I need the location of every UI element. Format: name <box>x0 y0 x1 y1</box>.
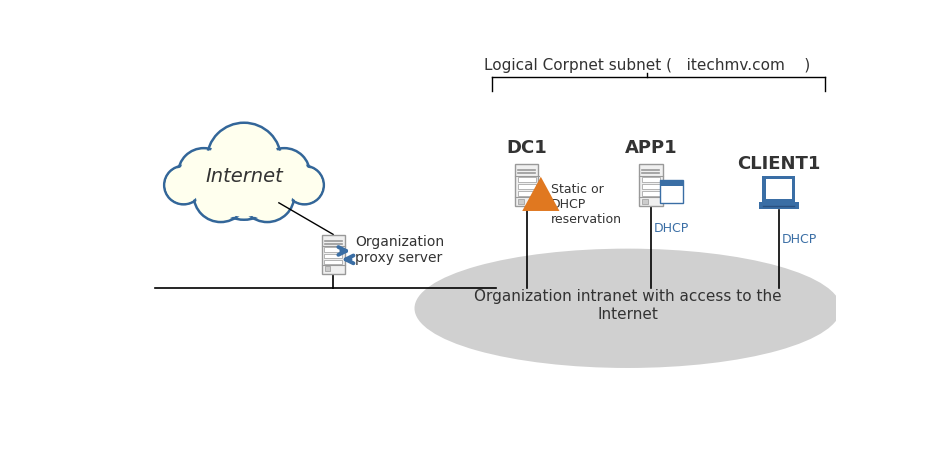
Circle shape <box>239 169 294 223</box>
Circle shape <box>178 149 229 200</box>
FancyBboxPatch shape <box>517 185 535 190</box>
Circle shape <box>261 151 307 197</box>
FancyBboxPatch shape <box>517 178 535 183</box>
FancyBboxPatch shape <box>641 192 660 197</box>
Circle shape <box>209 151 278 220</box>
Text: APP1: APP1 <box>624 139 677 157</box>
Text: CLIENT1: CLIENT1 <box>736 155 819 173</box>
Text: Static or
DHCP
reservation: Static or DHCP reservation <box>550 183 621 225</box>
Polygon shape <box>522 177 559 212</box>
FancyBboxPatch shape <box>641 178 660 183</box>
FancyBboxPatch shape <box>641 185 660 190</box>
FancyBboxPatch shape <box>641 199 647 205</box>
FancyBboxPatch shape <box>758 202 798 210</box>
Circle shape <box>242 171 292 220</box>
FancyBboxPatch shape <box>517 192 535 197</box>
Ellipse shape <box>414 249 840 368</box>
FancyBboxPatch shape <box>765 180 791 199</box>
Circle shape <box>212 154 276 218</box>
FancyBboxPatch shape <box>515 165 538 207</box>
Circle shape <box>196 171 245 220</box>
Circle shape <box>164 167 202 205</box>
FancyBboxPatch shape <box>324 254 342 258</box>
FancyBboxPatch shape <box>660 180 683 186</box>
Text: Internet: Internet <box>205 166 282 185</box>
Circle shape <box>258 149 310 200</box>
Text: Logical Corpnet subnet (   itechmv.com    ): Logical Corpnet subnet ( itechmv.com ) <box>483 57 809 73</box>
Circle shape <box>207 123 281 197</box>
Text: DHCP: DHCP <box>781 233 817 246</box>
Circle shape <box>287 168 322 203</box>
Circle shape <box>210 126 277 194</box>
FancyBboxPatch shape <box>321 235 344 274</box>
FancyBboxPatch shape <box>518 199 523 205</box>
Circle shape <box>285 167 324 205</box>
FancyBboxPatch shape <box>762 177 794 202</box>
Text: Organization intranet with access to the
Internet: Organization intranet with access to the… <box>473 289 780 321</box>
FancyBboxPatch shape <box>660 180 683 203</box>
FancyBboxPatch shape <box>638 165 662 207</box>
Text: Organization
proxy server: Organization proxy server <box>354 235 444 264</box>
Circle shape <box>165 168 201 203</box>
Text: DHCP: DHCP <box>653 222 689 235</box>
Text: DC1: DC1 <box>506 139 547 157</box>
FancyBboxPatch shape <box>324 247 342 252</box>
Circle shape <box>193 169 248 223</box>
FancyBboxPatch shape <box>324 260 342 265</box>
FancyBboxPatch shape <box>324 266 329 272</box>
Circle shape <box>180 151 227 197</box>
